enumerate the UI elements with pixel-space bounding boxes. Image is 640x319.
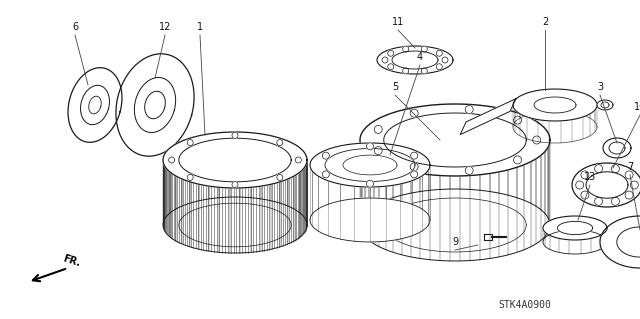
- Polygon shape: [163, 197, 307, 253]
- Text: FR.: FR.: [62, 253, 82, 268]
- Polygon shape: [603, 138, 631, 158]
- Circle shape: [465, 106, 473, 114]
- Polygon shape: [609, 142, 625, 154]
- Circle shape: [277, 174, 283, 181]
- Polygon shape: [384, 113, 526, 167]
- Polygon shape: [310, 143, 430, 187]
- Polygon shape: [179, 138, 291, 182]
- Text: 11: 11: [392, 17, 404, 27]
- Circle shape: [595, 197, 603, 205]
- Polygon shape: [617, 227, 640, 257]
- Circle shape: [625, 171, 633, 179]
- Circle shape: [581, 171, 589, 179]
- Circle shape: [403, 68, 409, 74]
- Circle shape: [411, 152, 418, 159]
- Polygon shape: [600, 216, 640, 268]
- Circle shape: [296, 157, 301, 163]
- Text: 9: 9: [452, 237, 458, 247]
- Circle shape: [232, 132, 238, 138]
- Circle shape: [513, 116, 522, 124]
- Text: 10: 10: [634, 102, 640, 112]
- Circle shape: [187, 174, 193, 181]
- Circle shape: [367, 143, 374, 150]
- Text: 2: 2: [542, 17, 548, 27]
- Circle shape: [232, 182, 238, 188]
- Circle shape: [581, 191, 589, 199]
- Polygon shape: [601, 102, 609, 108]
- Circle shape: [323, 171, 330, 178]
- Text: 13: 13: [584, 172, 596, 182]
- Polygon shape: [557, 221, 593, 234]
- Circle shape: [374, 125, 382, 133]
- Polygon shape: [163, 132, 307, 188]
- Circle shape: [513, 156, 522, 164]
- Text: STK4A0900: STK4A0900: [499, 300, 552, 310]
- Text: 6: 6: [72, 22, 78, 32]
- Text: 12: 12: [159, 22, 171, 32]
- Polygon shape: [68, 68, 122, 142]
- Circle shape: [532, 136, 541, 144]
- Circle shape: [595, 165, 603, 173]
- Circle shape: [611, 165, 620, 173]
- Text: 1: 1: [197, 22, 203, 32]
- Circle shape: [403, 46, 409, 52]
- Polygon shape: [513, 89, 597, 121]
- Circle shape: [630, 181, 638, 189]
- Polygon shape: [572, 163, 640, 207]
- Text: 7: 7: [627, 162, 633, 172]
- Circle shape: [421, 46, 428, 52]
- Circle shape: [374, 147, 382, 155]
- Polygon shape: [310, 198, 430, 242]
- Circle shape: [277, 140, 283, 145]
- Circle shape: [611, 197, 620, 205]
- Circle shape: [388, 64, 394, 70]
- Circle shape: [169, 157, 175, 163]
- Polygon shape: [116, 54, 194, 156]
- Polygon shape: [597, 100, 613, 110]
- Circle shape: [442, 57, 448, 63]
- Circle shape: [411, 171, 418, 178]
- Polygon shape: [81, 85, 109, 125]
- Circle shape: [410, 109, 418, 117]
- Text: 4: 4: [417, 52, 423, 62]
- Polygon shape: [360, 104, 550, 176]
- Polygon shape: [360, 189, 550, 261]
- Text: 3: 3: [597, 82, 603, 92]
- Polygon shape: [543, 216, 607, 240]
- Circle shape: [436, 64, 442, 70]
- Circle shape: [187, 140, 193, 145]
- Circle shape: [421, 68, 428, 74]
- Circle shape: [382, 57, 388, 63]
- Circle shape: [367, 180, 374, 187]
- Polygon shape: [392, 51, 438, 69]
- Text: 5: 5: [392, 82, 398, 92]
- Circle shape: [323, 152, 330, 159]
- Circle shape: [625, 191, 633, 199]
- Polygon shape: [134, 78, 175, 132]
- Polygon shape: [460, 99, 516, 135]
- Polygon shape: [377, 46, 453, 74]
- Circle shape: [465, 167, 473, 174]
- Circle shape: [436, 50, 442, 56]
- Polygon shape: [586, 172, 628, 198]
- Circle shape: [388, 50, 394, 56]
- Circle shape: [410, 163, 418, 171]
- Circle shape: [576, 181, 584, 189]
